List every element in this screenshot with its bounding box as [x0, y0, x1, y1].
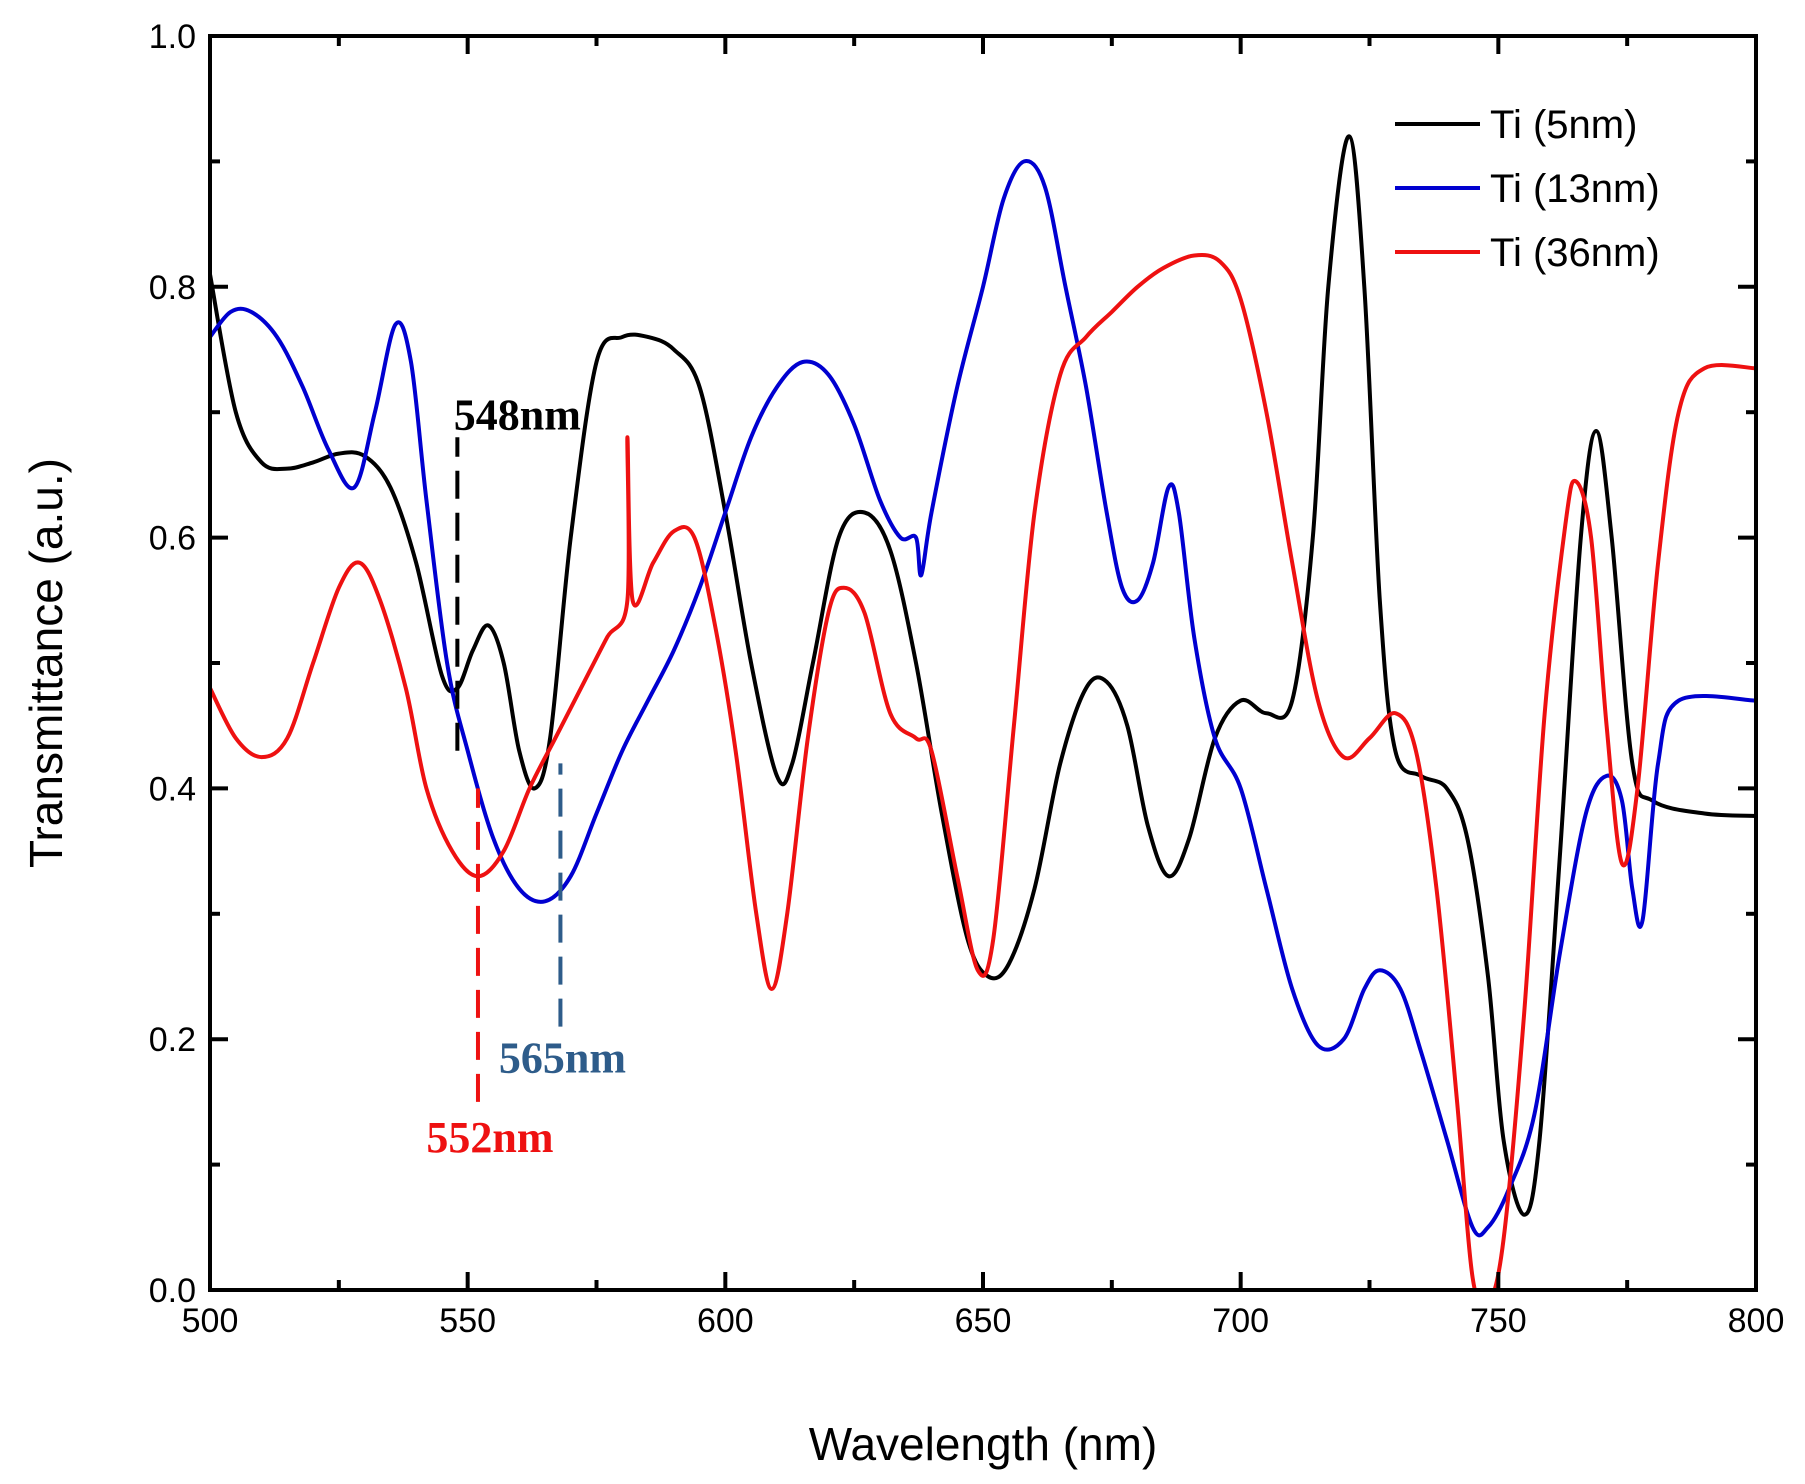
x-tick-label: 800 — [1728, 1302, 1785, 1340]
x-tick-label: 600 — [697, 1302, 754, 1340]
y-tick-label: 0.8 — [149, 269, 196, 307]
series-line-3 — [210, 252, 1756, 1290]
series-line-1 — [210, 134, 1756, 1217]
x-tick-label: 650 — [955, 1302, 1012, 1340]
y-axis-title: Transmittance (a.u.) — [20, 458, 72, 868]
axis-tick-labels: 500 550 600 650 700 750 800 0.0 0.2 0.4 0.6 0.8 1.0 — [149, 18, 1785, 1340]
y-tick-label: 0.6 — [149, 520, 196, 558]
plot-lines — [210, 134, 1756, 1290]
legend-label-2: Ti (13nm) — [1490, 167, 1660, 211]
legend-label-1: Ti (5nm) — [1490, 103, 1637, 147]
y-tick-label: 0.0 — [149, 1272, 196, 1310]
annotation-label-1: 548nm — [454, 390, 581, 439]
x-tick-label: 750 — [1470, 1302, 1527, 1340]
y-tick-label: 1.0 — [149, 18, 196, 56]
x-axis-title: Wavelength (nm) — [809, 1418, 1158, 1470]
series-line-2 — [210, 159, 1756, 1238]
y-tick-label: 0.4 — [149, 770, 196, 808]
legend-label-3: Ti (36nm) — [1490, 231, 1660, 275]
x-tick-label: 500 — [182, 1302, 239, 1340]
x-tick-label: 700 — [1212, 1302, 1269, 1340]
annotation-label-3: 552nm — [426, 1113, 553, 1162]
x-tick-label: 550 — [439, 1302, 496, 1340]
annotations: 548nm 565nm 552nm — [426, 390, 626, 1162]
plot-frame — [208, 34, 1758, 1292]
annotation-label-2: 565nm — [499, 1034, 626, 1083]
legend: Ti (5nm) Ti (13nm) Ti (36nm) — [1395, 103, 1660, 275]
axis-ticks — [208, 34, 1758, 1292]
y-tick-label: 0.2 — [149, 1021, 196, 1059]
